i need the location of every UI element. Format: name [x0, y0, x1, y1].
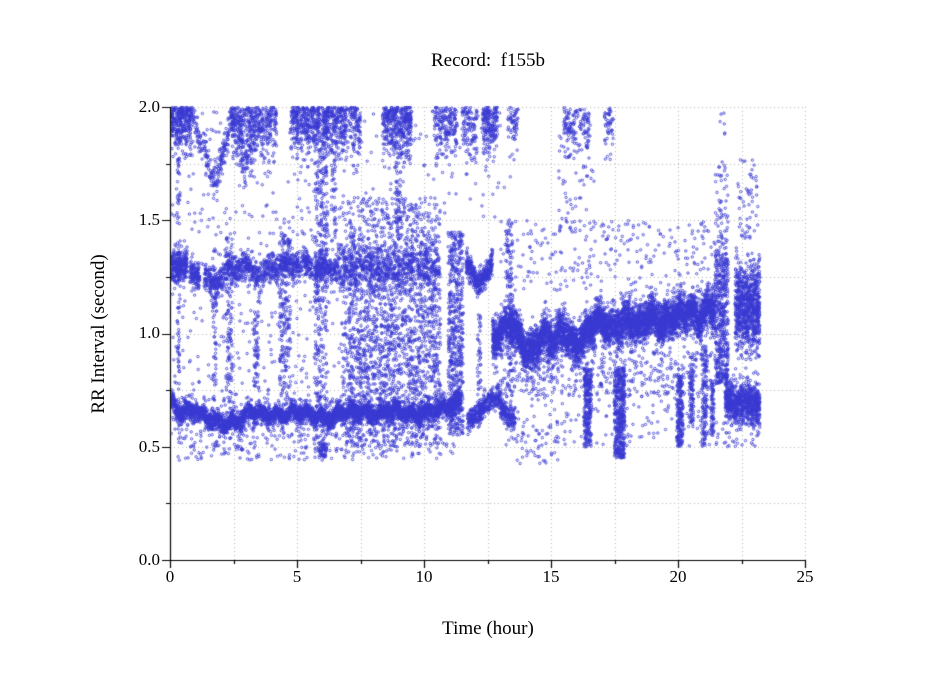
y-axis-label: RR Interval (second)	[88, 254, 109, 414]
y-tick-label-1.0: 1.0	[138, 323, 160, 342]
y-tick-label-0.0: 0.0	[138, 550, 160, 569]
chart-title: Record: f155b	[431, 50, 545, 71]
x-tick-label-20: 20	[669, 567, 687, 586]
x-tick-label-25: 25	[796, 567, 814, 586]
x-tick-label-15: 15	[542, 567, 560, 586]
y-tick-label-0.5: 0.5	[138, 437, 160, 456]
y-tick-label-1.5: 1.5	[138, 210, 160, 229]
x-tick-label-5: 5	[292, 567, 302, 586]
y-tick-label-2.0: 2.0	[138, 97, 160, 116]
x-tick-label-10: 10	[415, 567, 433, 586]
x-axis-label: Time (hour)	[442, 618, 534, 639]
x-tick-label-0: 0	[165, 567, 175, 586]
